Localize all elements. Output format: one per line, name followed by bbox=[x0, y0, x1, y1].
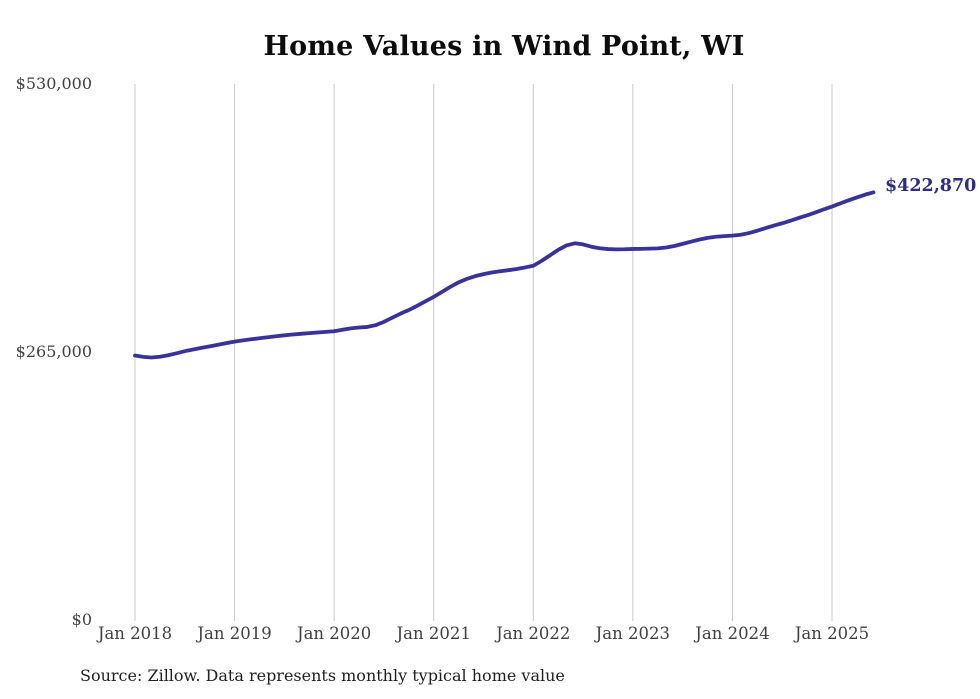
x-tick-label: Jan 2023 bbox=[595, 624, 670, 643]
y-tick-label: $530,000 bbox=[15, 74, 92, 93]
home-value-line bbox=[133, 190, 876, 360]
x-tick-label: Jan 2025 bbox=[794, 624, 870, 643]
y-tick-label: $0 bbox=[71, 610, 92, 629]
x-tick-label: Jan 2021 bbox=[396, 624, 471, 643]
latest-value-label: $422,870 bbox=[885, 176, 977, 196]
x-tick-label: Jan 2019 bbox=[197, 624, 272, 643]
source-note: Source: Zillow. Data represents monthly … bbox=[80, 666, 565, 685]
x-tick-label: Jan 2020 bbox=[296, 624, 372, 643]
chart-title: Home Values in Wind Point, WI bbox=[263, 31, 745, 62]
x-tick-label: Jan 2022 bbox=[496, 624, 571, 643]
y-tick-label: $265,000 bbox=[15, 342, 92, 361]
x-tick-label: Jan 2024 bbox=[695, 624, 770, 643]
x-tick-label: Jan 2018 bbox=[97, 624, 173, 643]
